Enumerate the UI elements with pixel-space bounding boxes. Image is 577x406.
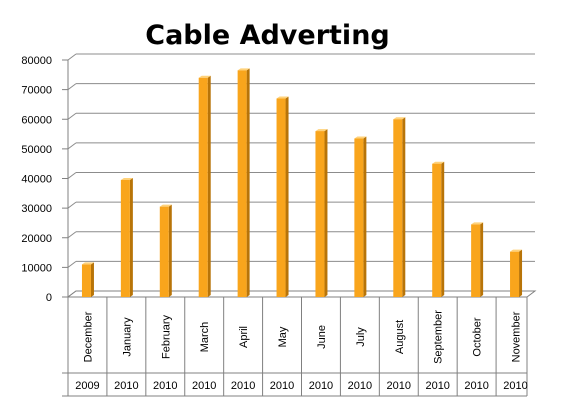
bar — [354, 138, 364, 297]
bar-top — [159, 204, 172, 207]
x-year-label: 2010 — [231, 380, 255, 392]
y-tick-label: 50000 — [21, 144, 52, 156]
bar-top — [81, 262, 94, 265]
x-year-label: 2010 — [425, 380, 449, 392]
bar — [315, 131, 325, 297]
x-tick-label: April — [238, 326, 250, 348]
bar-side — [207, 75, 211, 298]
bar-top — [276, 96, 289, 99]
bar-top — [510, 249, 523, 252]
bar-side — [519, 249, 523, 297]
gridline-depth — [67, 142, 77, 150]
gridline-depth — [67, 53, 77, 61]
x-year-label: 2010 — [348, 380, 372, 392]
bar-side — [129, 177, 133, 297]
bar — [393, 119, 403, 297]
bar — [159, 206, 169, 297]
bar-top — [393, 117, 406, 120]
bar-side — [324, 129, 328, 297]
gridline-depth — [67, 83, 77, 91]
chart-title: Cable Adverting — [145, 20, 390, 51]
gridline-depth — [67, 260, 77, 268]
x-year-label: 2010 — [387, 380, 411, 392]
bar — [198, 77, 208, 298]
x-tick-label: May — [277, 326, 289, 347]
x-year-label: 2010 — [309, 380, 333, 392]
x-tick-label: January — [121, 317, 133, 357]
bar-side — [363, 136, 367, 297]
y-tick-label: 10000 — [21, 262, 52, 274]
bar — [510, 251, 520, 297]
gridline-depth — [67, 231, 77, 239]
y-tick-label: 30000 — [21, 203, 52, 215]
x-year-label: 2010 — [464, 380, 488, 392]
x-tick-label: June — [316, 325, 328, 349]
x-year-label: 2010 — [153, 380, 177, 392]
y-tick-label: 70000 — [21, 85, 52, 97]
x-tick-label: September — [433, 310, 445, 364]
bar-side — [480, 222, 484, 297]
bar-top — [354, 136, 367, 139]
gridline-depth — [67, 201, 77, 209]
y-tick-label: 40000 — [21, 174, 52, 186]
bar-top — [471, 222, 484, 225]
y-tick-label: 0 — [46, 292, 52, 304]
bar-side — [285, 96, 289, 297]
bar-top — [315, 129, 328, 132]
bar-top — [198, 75, 211, 78]
chart-floor — [66, 290, 537, 298]
bar — [276, 98, 286, 297]
gridline-depth — [67, 112, 77, 120]
bar — [81, 264, 91, 297]
y-tick-label: 20000 — [21, 233, 52, 245]
x-tick-label: February — [160, 314, 172, 359]
x-year-label: 2009 — [75, 380, 99, 392]
x-tick-label: August — [394, 320, 406, 354]
gridline-depth — [67, 172, 77, 179]
bar-side — [441, 161, 445, 297]
bar-side — [90, 262, 94, 297]
y-tick-label: 60000 — [21, 114, 52, 126]
y-tick-label: 80000 — [21, 55, 52, 67]
x-year-label: 2010 — [503, 380, 527, 392]
bar-top — [120, 177, 133, 180]
bar-side — [246, 68, 250, 298]
x-year-label: 2010 — [114, 380, 138, 392]
x-year-label: 2010 — [270, 380, 294, 392]
bar — [237, 70, 247, 298]
bar — [432, 163, 442, 297]
x-tick-label: December — [82, 311, 94, 362]
bar-side — [402, 117, 406, 297]
bar-top — [237, 68, 250, 71]
bar-top — [432, 161, 445, 164]
bar — [471, 224, 481, 297]
x-tick-label: November — [511, 311, 523, 362]
x-tick-label: October — [472, 317, 484, 356]
x-tick-label: July — [355, 327, 367, 347]
x-year-label: 2010 — [192, 380, 216, 392]
bar — [120, 179, 130, 297]
bar-side — [168, 204, 172, 297]
x-tick-label: March — [199, 322, 211, 353]
